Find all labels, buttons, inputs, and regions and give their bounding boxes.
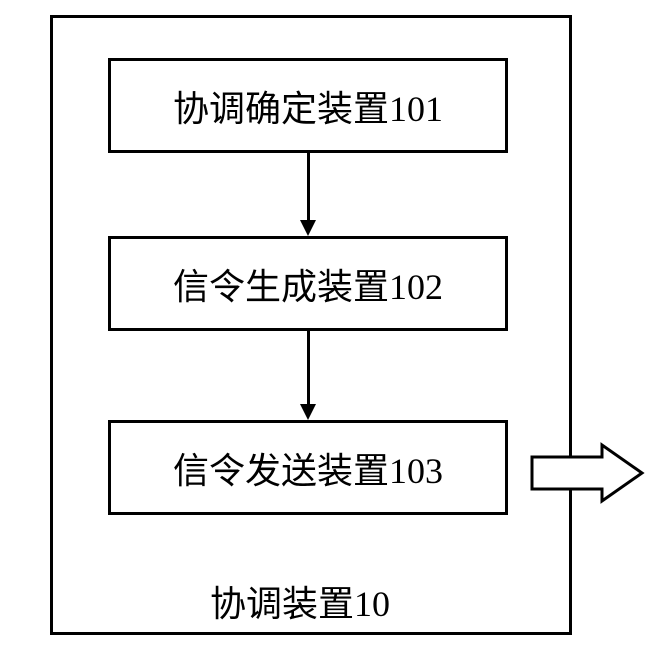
node-n3: 信令发送装置103 — [108, 420, 508, 515]
edge-line-0 — [307, 153, 310, 221]
outer-label: 协调装置10 — [210, 575, 390, 627]
node-label-n3: 信令发送装置103 — [173, 442, 443, 494]
edge-line-1 — [307, 331, 310, 405]
node-n1: 协调确定装置101 — [108, 58, 508, 153]
node-label-n1: 协调确定装置101 — [173, 80, 443, 132]
edge-head-1 — [300, 404, 316, 420]
node-label-n2: 信令生成装置102 — [173, 258, 443, 310]
node-n2: 信令生成装置102 — [108, 236, 508, 331]
edge-head-0 — [300, 220, 316, 236]
output-arrow — [530, 442, 646, 504]
